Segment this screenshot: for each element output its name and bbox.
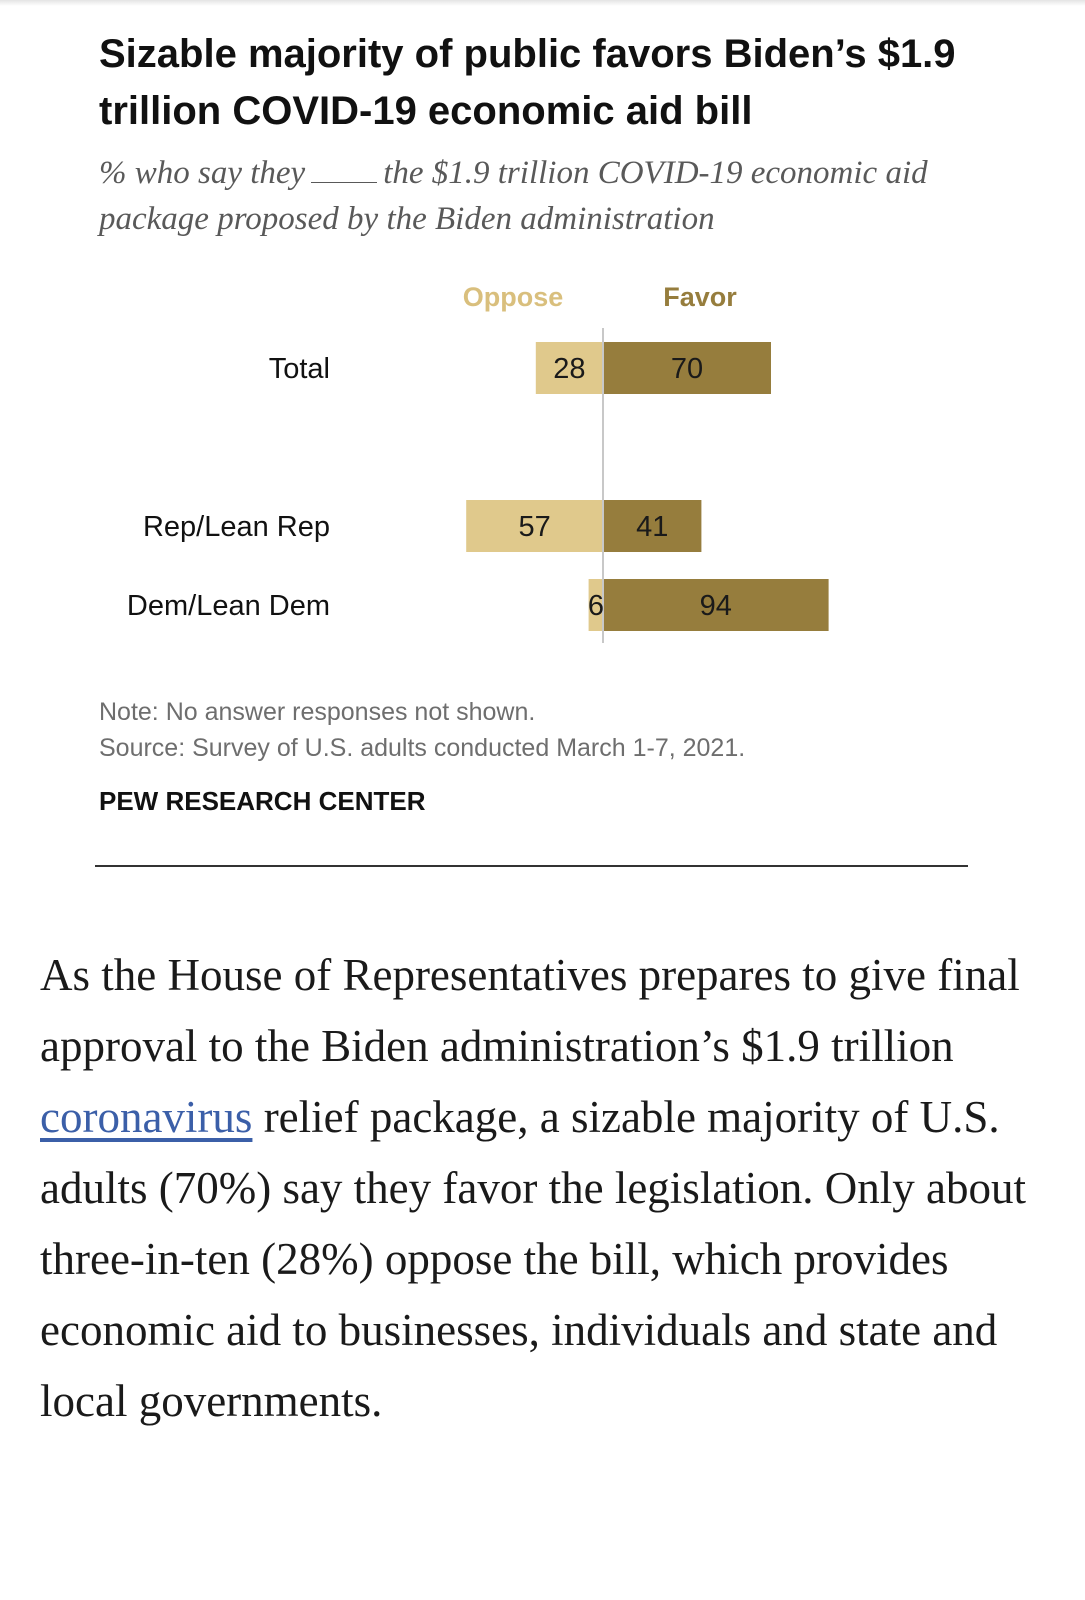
chart-legend: Oppose Favor bbox=[463, 282, 738, 312]
bar-favor-rep-lean-rep bbox=[603, 500, 702, 552]
category-label-dem-lean-dem: Dem/Lean Dem bbox=[127, 590, 330, 622]
subtitle-after: the $1.9 trillion COVID-19 economic aid … bbox=[99, 155, 928, 237]
top-shadow bbox=[0, 0, 1085, 6]
article-paragraph: As the House of Representatives prepares… bbox=[40, 940, 1050, 1437]
note-text: Note: No answer responses not shown. bbox=[99, 698, 536, 726]
coronavirus-link[interactable]: coronavirus bbox=[40, 1092, 253, 1142]
category-label-total: Total bbox=[269, 353, 330, 385]
chart-notes: Note: No answer responses not shown. Sou… bbox=[99, 694, 745, 766]
subtitle-before: % who say they bbox=[99, 155, 306, 191]
value-label-oppose-total: 28 bbox=[553, 353, 585, 385]
chart-bars bbox=[466, 342, 829, 631]
brand-credit: PEW RESEARCH CENTER bbox=[99, 786, 426, 816]
bar-favor-dem-lean-dem bbox=[603, 579, 829, 631]
section-divider bbox=[95, 865, 968, 867]
bar-favor-total bbox=[603, 342, 771, 394]
value-label-oppose-rep-lean-rep: 57 bbox=[518, 511, 550, 543]
bar-oppose-rep-lean-rep bbox=[466, 500, 603, 552]
category-label-rep-lean-rep: Rep/Lean Rep bbox=[143, 511, 330, 543]
legend-oppose: Oppose bbox=[463, 282, 564, 312]
category-labels: Total Rep/Lean Rep Dem/Lean Dem bbox=[127, 353, 330, 622]
value-label-favor-rep-lean-rep: 41 bbox=[636, 511, 668, 543]
chart-subtitle: % who say they the $1.9 trillion COVID-19… bbox=[99, 150, 1019, 242]
subtitle-blank bbox=[311, 156, 378, 183]
value-label-oppose-dem-lean-dem: 6 bbox=[588, 590, 604, 622]
value-label-favor-dem-lean-dem: 94 bbox=[700, 590, 732, 622]
article-text-before: As the House of Representatives prepares… bbox=[40, 950, 1020, 1071]
bar-oppose-total bbox=[535, 342, 603, 394]
value-labels: 28 70 57 41 6 94 bbox=[518, 353, 731, 622]
source-text: Source: Survey of U.S. adults conducted … bbox=[99, 734, 746, 762]
diverging-bar-chart: Oppose Favor Total Rep/Lean Rep Dem/Lean De… bbox=[127, 282, 829, 643]
bar-oppose-dem-lean-dem bbox=[588, 579, 603, 631]
article-text-after: relief package, a sizable majority of U.… bbox=[40, 1092, 1027, 1426]
legend-favor: Favor bbox=[663, 282, 737, 312]
chart-title: Sizable majority of public favors Biden’… bbox=[99, 32, 956, 133]
value-label-favor-total: 70 bbox=[671, 353, 703, 385]
